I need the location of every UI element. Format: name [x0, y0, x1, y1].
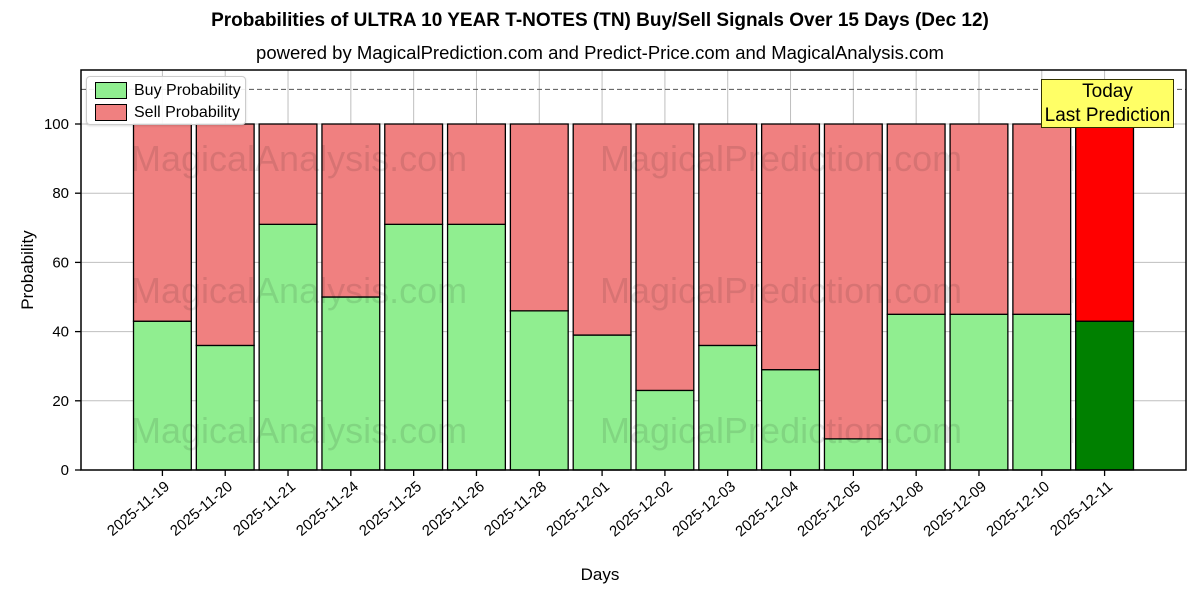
svg-text:40: 40 — [52, 324, 69, 341]
svg-text:20: 20 — [52, 393, 69, 410]
svg-text:0: 0 — [61, 462, 69, 479]
svg-text:60: 60 — [52, 254, 69, 271]
svg-text:100: 100 — [44, 116, 69, 133]
svg-text:80: 80 — [52, 185, 69, 202]
